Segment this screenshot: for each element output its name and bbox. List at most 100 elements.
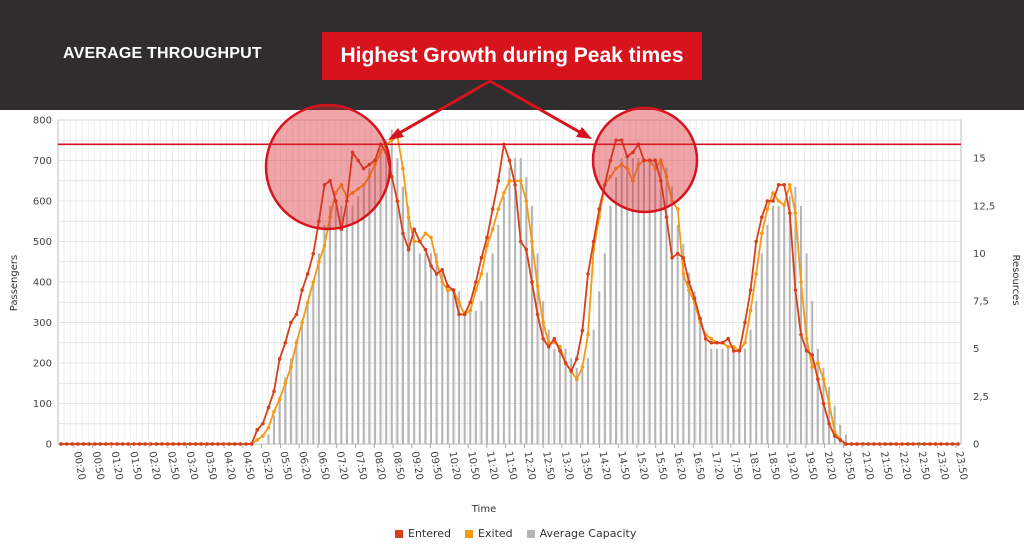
exited-point: [743, 340, 747, 345]
exited-point: [793, 211, 798, 215]
capacity-bar: [598, 291, 601, 444]
y2-tick-label: 12,5: [973, 201, 995, 212]
legend-entered-swatch: [395, 529, 403, 538]
x-tick-label: 13:20: [559, 451, 575, 481]
capacity-bar: [284, 377, 287, 444]
x-tick-label: 13:50: [578, 451, 594, 481]
entered-point: [664, 215, 669, 219]
entered-point: [317, 219, 321, 224]
entered-point: [715, 340, 719, 345]
capacity-bar: [581, 367, 584, 444]
entered-point: [389, 174, 394, 179]
exited-point: [401, 166, 405, 171]
y-tick-label: 0: [46, 440, 52, 451]
entered-point: [793, 288, 798, 292]
capacity-bar: [519, 158, 522, 444]
capacity-bar: [536, 253, 539, 444]
capacity-bar: [760, 253, 763, 444]
x-tick-label: 06:20: [296, 451, 312, 481]
exited-point: [759, 231, 764, 236]
x-tick-label: 00:20: [71, 451, 87, 481]
capacity-bar: [800, 205, 803, 444]
exited-point: [300, 320, 304, 325]
capacity-bar: [357, 196, 360, 444]
x-tick-label: 05:50: [277, 451, 293, 481]
capacity-bar: [474, 310, 477, 444]
exited-point: [754, 272, 758, 276]
capacity-bar: [682, 243, 685, 444]
exited-point: [468, 308, 473, 313]
entered-point: [737, 349, 742, 353]
exited-point: [524, 199, 529, 203]
exited-point: [653, 166, 658, 171]
capacity-bar: [446, 291, 449, 444]
entered-point: [350, 150, 355, 155]
entered-point: [838, 438, 843, 442]
exited-point: [586, 332, 590, 337]
entered-point: [670, 255, 674, 260]
entered-point: [182, 442, 187, 446]
capacity-bar: [676, 224, 679, 444]
capacity-bar: [794, 186, 797, 445]
x-tick-label: 02:20: [146, 451, 162, 481]
entered-point: [468, 300, 473, 305]
entered-point: [92, 442, 97, 446]
capacity-bar: [631, 158, 634, 444]
entered-point: [692, 296, 697, 301]
x-tick-label: 02:50: [165, 451, 181, 481]
x-tick-label: 03:50: [202, 451, 218, 481]
exited-point: [670, 199, 674, 203]
entered-point: [855, 442, 859, 446]
x-tick-label: 20:50: [840, 451, 856, 481]
entered-point: [614, 138, 618, 143]
capacity-bar: [435, 253, 438, 444]
entered-point: [507, 158, 512, 163]
entered-point: [905, 442, 910, 446]
exited-point: [361, 183, 366, 187]
capacity-bar: [502, 196, 505, 444]
entered-point: [462, 312, 467, 317]
entered-point: [333, 199, 338, 203]
capacity-bar: [396, 158, 399, 444]
entered-point: [120, 442, 125, 446]
legend-exited: Exited: [465, 527, 513, 540]
capacity-bar: [390, 129, 393, 444]
x-tick-label: 21:50: [878, 451, 894, 481]
entered-point: [227, 442, 231, 446]
entered-point: [160, 442, 164, 446]
entered-point: [754, 239, 758, 244]
capacity-bar: [351, 205, 354, 444]
entered-point: [928, 442, 932, 446]
entered-point: [541, 336, 545, 341]
x-tick-label: 08:50: [390, 451, 406, 481]
exited-point: [687, 288, 691, 292]
entered-point: [698, 316, 702, 321]
entered-point: [148, 442, 153, 446]
highlight-circle-morning: [264, 103, 392, 231]
entered-point: [418, 239, 422, 244]
exited-point: [446, 288, 450, 292]
x-axis-title: Time: [471, 504, 496, 515]
exited-point: [608, 174, 613, 179]
x-tick-label: 22:50: [916, 451, 932, 481]
x-tick-label: 07:20: [334, 451, 350, 481]
entered-point: [603, 183, 607, 187]
entered-point: [266, 405, 271, 410]
entered-point: [731, 349, 736, 353]
entered-point: [653, 158, 658, 163]
x-tick-label: 20:20: [822, 451, 838, 481]
capacity-bar: [833, 405, 836, 444]
exited-point: [440, 280, 445, 284]
x-tick-label: 23:50: [953, 451, 969, 481]
entered-point: [277, 357, 282, 361]
exited-point: [782, 203, 787, 207]
entered-point: [76, 442, 80, 446]
capacity-bar: [407, 205, 410, 444]
exited-point: [810, 365, 815, 369]
capacity-bar: [278, 396, 281, 444]
capacity-bar: [301, 320, 304, 444]
entered-point: [804, 349, 809, 353]
entered-point: [305, 272, 310, 276]
exited-point: [255, 438, 260, 442]
x-tick-label: 21:20: [859, 451, 875, 481]
